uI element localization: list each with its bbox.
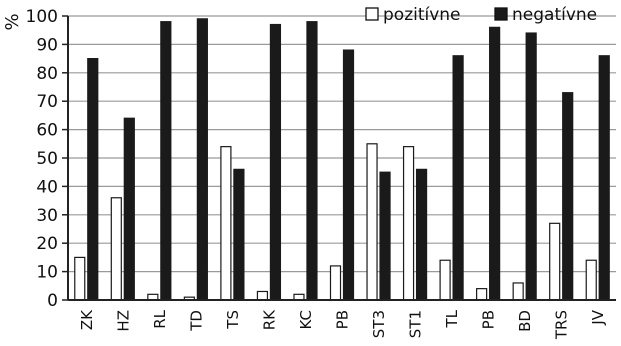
x-tick-label: HZ [114,310,132,332]
y-tick-label: 100 [26,7,58,27]
bar-negativne-pb [489,26,501,301]
x-tick-label: RK [260,309,278,330]
bar-negativne-pb [342,49,355,301]
bar-pozitivne-hz [110,197,122,301]
bar-negativne-kc [306,21,318,301]
y-tick-label: 90 [36,35,58,55]
bar-negativne-jv [598,55,610,301]
bar-pozitivne-pb [476,288,488,301]
legend: pozitívne negatívne [365,5,597,25]
y-tick-label: 50 [36,149,58,169]
bar-negativne-bd [525,32,537,301]
y-tick-label: 30 [36,206,58,226]
x-tick-label: TD [187,310,205,332]
x-tick-labels: ZK HZ RL TD TS RK KC PB ST3 ST1 TL PB BD TRS JV [78,309,607,340]
x-tick-label: KC [297,310,315,330]
legend-label-pozitivne: pozitívne [383,5,461,25]
bar-negativne-zk [87,57,99,301]
legend-swatch-negativne [494,7,508,21]
legend-swatch-pozitivne [365,7,379,21]
bars-group [74,18,610,301]
bar-negativne-rl [160,21,172,301]
y-axis-label: % [2,13,23,30]
y-tick-label: 80 [36,64,58,84]
x-tick-label: ST1 [407,310,425,338]
bar-pozitivne-rk [256,290,269,301]
bar-pozitivne-ts [220,146,232,301]
bar-negativne-ts [233,168,245,301]
y-tick-label: 40 [36,177,58,197]
bar-negativne-trs [562,92,574,301]
bar-negativne-st1 [415,168,428,301]
x-tick-label: ST3 [370,310,388,338]
x-tick-label: ZK [78,309,96,330]
y-tick-label: 70 [36,92,58,112]
bar-pozitivne-trs [549,222,561,301]
y-tick-label: 10 [36,263,58,283]
x-tick-label: BD [516,310,534,332]
grid-lines [62,15,616,301]
bar-negativne-st3 [379,171,391,301]
bar-pozitivne-bd [512,282,524,301]
x-tick-label: JV [589,309,607,325]
bar-pozitivne-jv [585,259,597,301]
y-tick-label: 60 [36,121,58,141]
bar-pozitivne-tl [439,259,451,301]
x-tick-label: TS [224,310,242,330]
bar-pozitivne-st1 [402,146,415,301]
y-tick-label: 0 [47,291,58,311]
x-tick-label: TRS [553,310,571,340]
x-tick-label: RL [151,309,169,328]
bar-pozitivne-pb [329,265,342,301]
y-tick-labels: 0 10 20 30 40 50 60 70 80 90 100 [26,7,58,311]
bar-pozitivne-st3 [366,143,378,301]
bar-negativne-hz [123,117,135,301]
bar-negativne-rk [269,23,282,301]
x-tick-label: TL [443,309,461,328]
y-tick-label: 20 [36,234,58,254]
bar-pozitivne-zk [74,256,86,301]
x-tick-label: PB [334,310,352,329]
x-tick-label: PB [480,310,498,329]
bar-negativne-td [196,18,208,301]
legend-label-negativne: negatívne [512,5,597,25]
bar-negativne-tl [452,55,464,301]
axes [67,16,616,301]
